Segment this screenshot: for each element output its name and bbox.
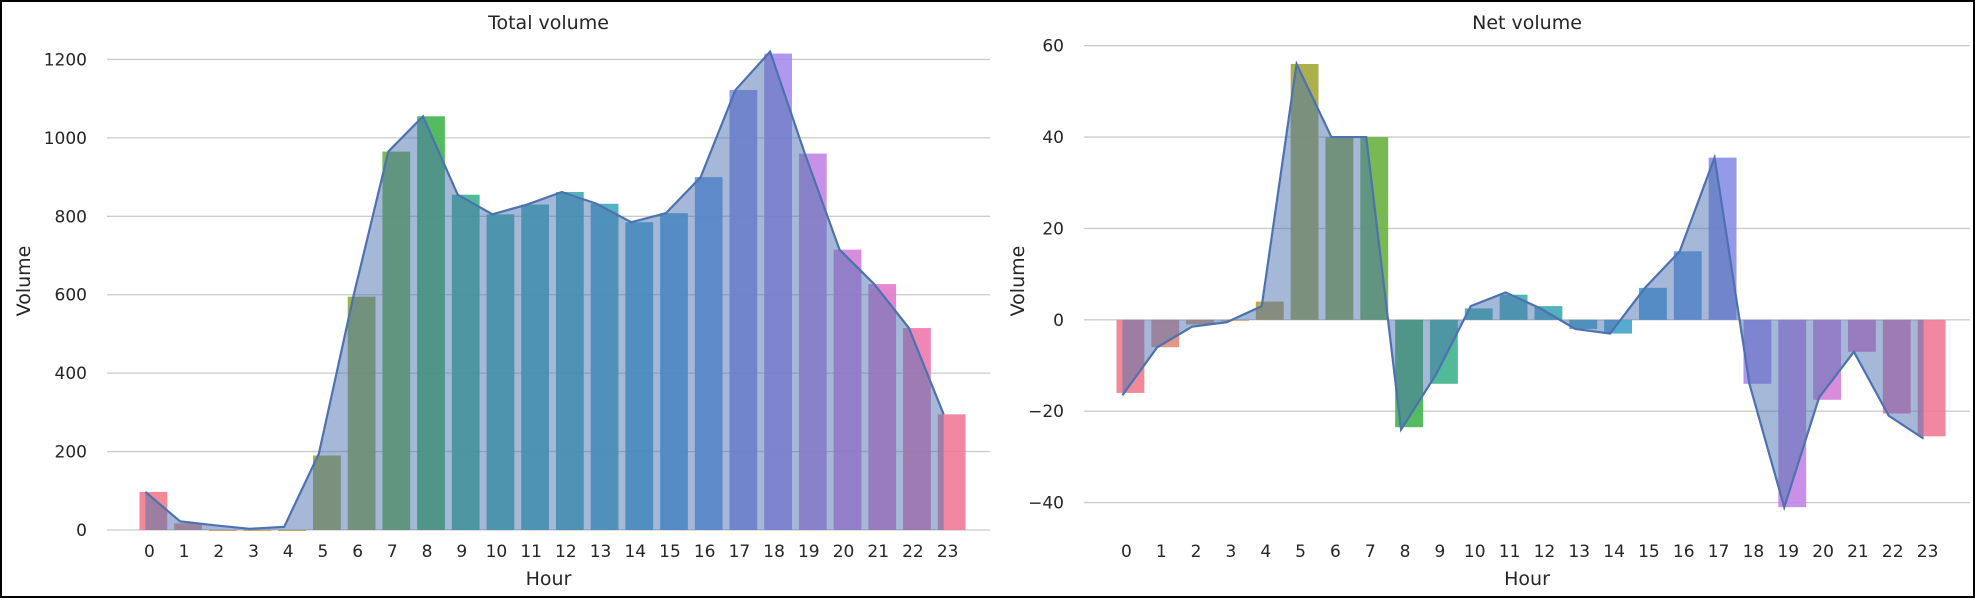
x-tick-label: 14 — [1603, 542, 1625, 562]
y-tick-label: 800 — [55, 207, 87, 227]
y-tick-label: 0 — [1053, 311, 1064, 331]
x-tick-label: 2 — [213, 542, 224, 562]
x-tick-label: 8 — [1400, 542, 1411, 562]
chart-title: Net volume — [1472, 12, 1582, 34]
x-tick-label: 14 — [624, 542, 646, 562]
y-tick-label: 20 — [1042, 219, 1064, 239]
y-tick-label: −40 — [1028, 494, 1064, 514]
x-tick-label: 21 — [1847, 542, 1869, 562]
y-axis-label: Volume — [1007, 246, 1029, 317]
x-tick-label: 11 — [520, 542, 542, 562]
x-tick-label: 18 — [1743, 542, 1765, 562]
x-tick-label: 23 — [1917, 542, 1939, 562]
bar-hour-4 — [278, 530, 307, 531]
y-tick-label: 1000 — [44, 129, 87, 149]
x-tick-label: 13 — [1568, 542, 1590, 562]
x-tick-label: 12 — [1534, 542, 1556, 562]
x-tick-label: 11 — [1499, 542, 1521, 562]
trend-line — [144, 49, 945, 530]
y-tick-label: 400 — [55, 364, 87, 384]
x-tick-label: 0 — [144, 542, 155, 562]
y-tick-label: 60 — [1042, 37, 1064, 57]
x-tick-label: 7 — [1365, 542, 1376, 562]
x-tick-label: 20 — [1812, 542, 1834, 562]
y-axis-label: Volume — [13, 246, 35, 317]
x-tick-label: 5 — [317, 542, 328, 562]
trend-area — [1122, 63, 1924, 508]
x-tick-label: 20 — [833, 542, 855, 562]
x-tick-label: 23 — [937, 542, 959, 562]
y-tick-label: 200 — [55, 443, 87, 463]
x-tick-label: 4 — [1260, 542, 1271, 562]
x-tick-label: 1 — [179, 542, 190, 562]
x-tick-label: 17 — [1708, 542, 1730, 562]
x-tick-label: 7 — [387, 542, 398, 562]
y-tick-label: 0 — [76, 521, 87, 541]
x-tick-label: 21 — [867, 542, 889, 562]
x-tick-label: 15 — [659, 542, 681, 562]
y-tick-label: 40 — [1042, 128, 1064, 148]
x-tick-label: 22 — [902, 542, 924, 562]
y-tick-label: −20 — [1028, 402, 1064, 422]
x-tick-label: 19 — [1777, 542, 1799, 562]
x-tick-label: 6 — [1330, 542, 1341, 562]
x-tick-label: 17 — [729, 542, 751, 562]
x-tick-label: 12 — [555, 542, 577, 562]
y-tick-label: 600 — [55, 286, 87, 306]
bar-hour-3 — [1220, 319, 1249, 321]
trend-line — [1121, 60, 1925, 511]
bar-hour-3 — [243, 530, 272, 531]
x-tick-label: 10 — [486, 542, 508, 562]
x-tick-label: 6 — [352, 542, 363, 562]
x-tick-label: 3 — [1226, 542, 1237, 562]
x-tick-label: 10 — [1464, 542, 1486, 562]
x-tick-label: 9 — [1435, 542, 1446, 562]
x-axis-label: Hour — [1504, 568, 1550, 590]
x-tick-label: 19 — [798, 542, 820, 562]
x-tick-label: 8 — [422, 542, 433, 562]
x-tick-label: 4 — [283, 542, 294, 562]
x-tick-label: 15 — [1638, 542, 1660, 562]
y-tick-label: 1200 — [44, 50, 87, 70]
trend-area — [145, 51, 944, 531]
chart-title: Total volume — [487, 12, 609, 34]
x-axis-label: Hour — [526, 568, 572, 590]
x-tick-label: 1 — [1156, 542, 1167, 562]
x-tick-label: 13 — [590, 542, 612, 562]
x-tick-label: 5 — [1295, 542, 1306, 562]
bar-hour-2 — [208, 530, 237, 531]
x-tick-label: 2 — [1191, 542, 1202, 562]
x-tick-label: 18 — [763, 542, 785, 562]
x-tick-label: 16 — [694, 542, 716, 562]
x-tick-label: 9 — [456, 542, 467, 562]
x-tick-label: 22 — [1882, 542, 1904, 562]
x-tick-label: 0 — [1121, 542, 1132, 562]
x-tick-label: 3 — [248, 542, 259, 562]
x-tick-label: 16 — [1673, 542, 1695, 562]
